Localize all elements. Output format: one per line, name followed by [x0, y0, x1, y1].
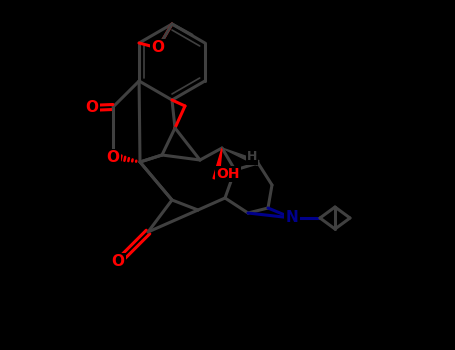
Text: O: O	[86, 100, 98, 116]
Polygon shape	[222, 148, 259, 165]
Text: N: N	[286, 210, 298, 225]
Text: H: H	[247, 150, 257, 163]
Polygon shape	[213, 148, 222, 180]
Text: O: O	[111, 254, 125, 270]
Text: O: O	[106, 150, 120, 166]
Text: OH: OH	[216, 167, 240, 181]
Text: O: O	[152, 41, 165, 56]
